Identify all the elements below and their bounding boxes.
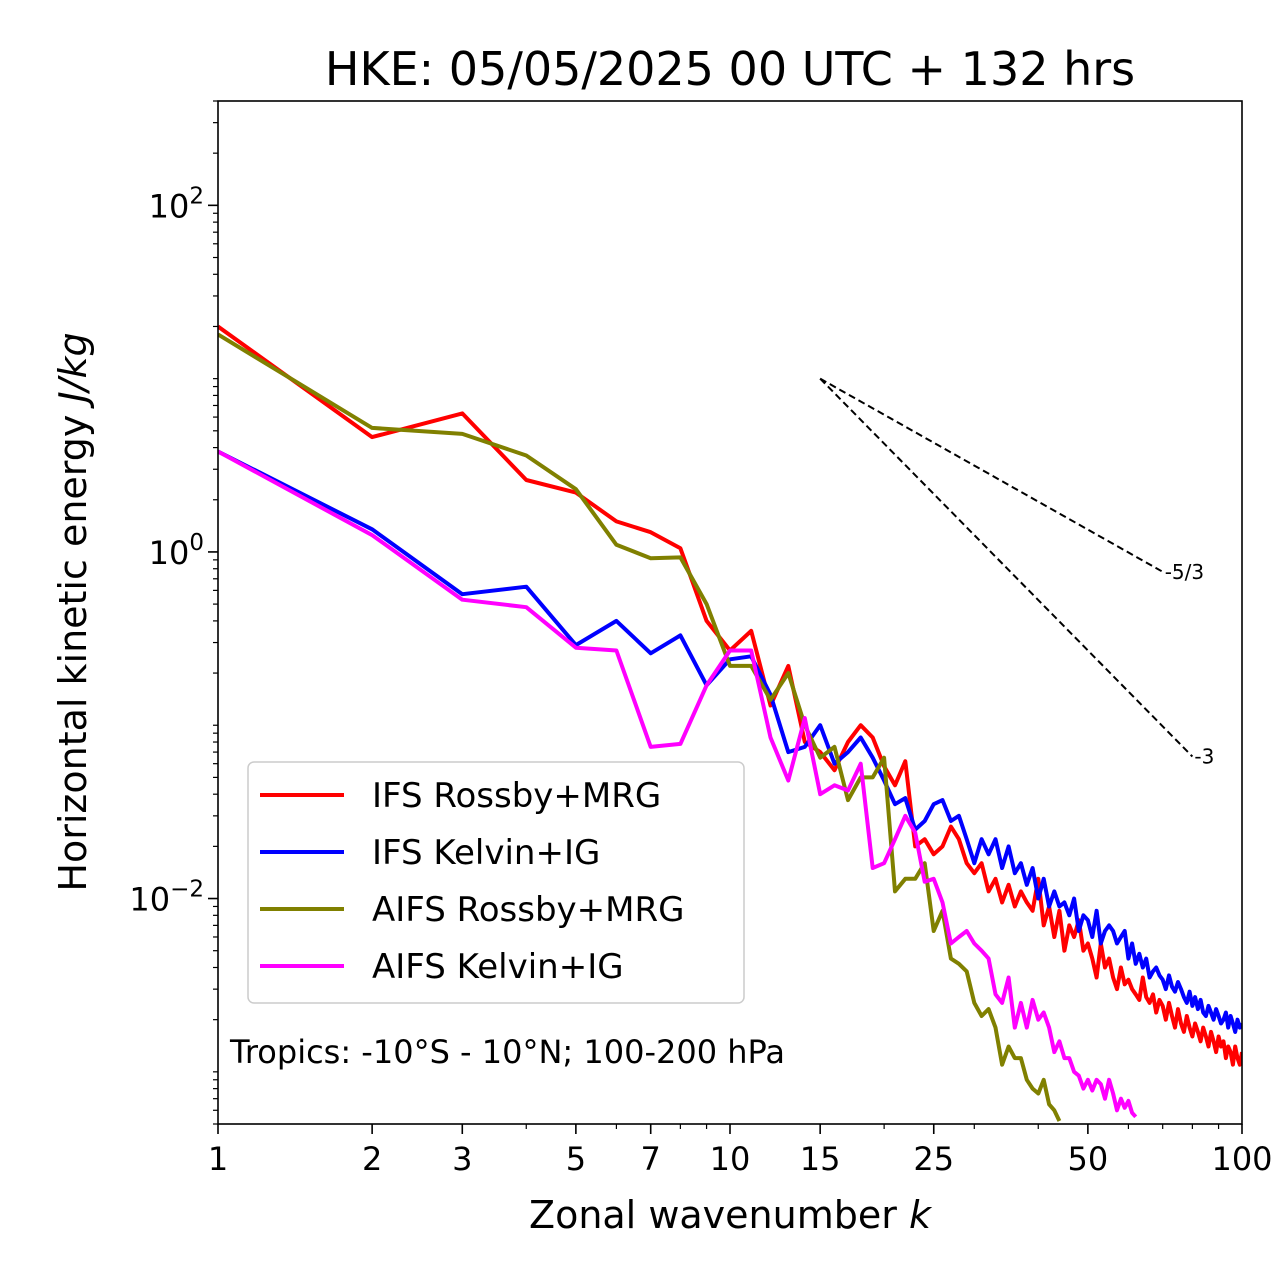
legend-box [247, 761, 745, 1004]
series-lines [218, 324, 1242, 1122]
x-tick-label: 7 [641, 1140, 661, 1178]
x-tick-label: 3 [452, 1140, 472, 1178]
legend-label-aifs-kelvin-ig: AIFS Kelvin+IG [372, 947, 624, 987]
x-tick-label: 100 [1211, 1140, 1272, 1178]
legend-label-aifs-rossby-mrg: AIFS Rossby+MRG [372, 890, 684, 930]
slope-line-minus-three [819, 377, 1194, 758]
region-annotation: Tropics: -10°S - 10°N; 100-200 hPa [229, 1033, 785, 1071]
chart-title: HKE: 05/05/2025 00 UTC + 132 hrs [325, 42, 1135, 96]
y-tick-label: 100 [149, 530, 204, 572]
series-line-aifs-rossby-mrg [218, 332, 1062, 1122]
x-tick-label: 2 [362, 1140, 382, 1178]
series-line-aifs-kelvin-ig [218, 449, 1138, 1119]
slope-line-five-thirds [819, 377, 1164, 573]
x-axis-label: Zonal wavenumber k [529, 1193, 933, 1237]
x-tick-label: 10 [710, 1140, 751, 1178]
legend: IFS Rossby+MRG IFS Kelvin+IG AIFS Rossby+M… [247, 761, 745, 1004]
slope-label-five-thirds: -5/3 [1165, 560, 1204, 584]
x-tick-label: 1 [208, 1140, 228, 1178]
y-tick-label: 10−2 [129, 877, 204, 919]
x-tick-label: 5 [566, 1140, 586, 1178]
x-tick-label: 50 [1068, 1140, 1109, 1178]
y-tick-label: 102 [149, 183, 204, 225]
x-tick-label: 15 [800, 1140, 841, 1178]
series-line-ifs-rossby-mrg [218, 324, 1242, 1067]
legend-label-ifs-kelvin-ig: IFS Kelvin+IG [372, 833, 600, 873]
slope-label-minus-three: -3 [1194, 745, 1214, 769]
axis-ticks: 1 2 3 5 7 10 15 25 50 100 102 100 10−2 [129, 100, 1273, 1178]
y-axis-label: Horizontal kinetic energy J/kg [51, 332, 95, 891]
legend-label-ifs-rossby-mrg: IFS Rossby+MRG [372, 776, 661, 816]
x-tick-label: 25 [913, 1140, 954, 1178]
reference-slopes: -5/3 -3 [819, 377, 1214, 769]
series-line-ifs-kelvin-ig [218, 449, 1242, 1034]
